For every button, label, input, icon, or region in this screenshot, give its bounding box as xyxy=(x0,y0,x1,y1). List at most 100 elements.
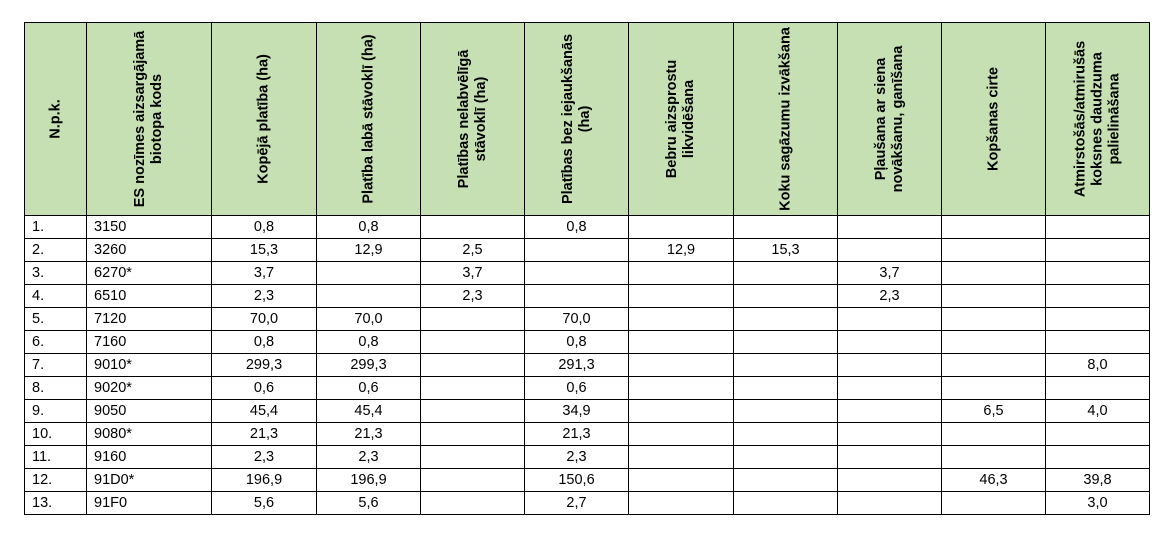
header-label: Pļaušana ar siena novākšanu, ganīšana xyxy=(872,45,906,193)
value-cell: 5,6 xyxy=(316,491,421,515)
value-cell xyxy=(1045,422,1150,446)
biotope-code-cell: 3150 xyxy=(86,215,212,239)
value-cell xyxy=(733,330,838,354)
row-number-cell: 3. xyxy=(24,261,87,285)
row-number-cell: 10. xyxy=(24,422,87,446)
value-cell: 2,3 xyxy=(420,284,525,308)
value-cell xyxy=(628,468,734,492)
header-cell: Kopšanas cirte xyxy=(941,22,1046,216)
biotope-code-cell: 9050 xyxy=(86,399,212,423)
value-cell xyxy=(628,215,734,239)
header-label: Kopšanas cirte xyxy=(985,67,1001,171)
value-cell: 291,3 xyxy=(524,353,629,377)
value-cell: 2,3 xyxy=(524,445,629,469)
value-cell xyxy=(1045,261,1150,285)
value-cell: 21,3 xyxy=(316,422,421,446)
value-cell: 45,4 xyxy=(316,399,421,423)
value-cell: 3,7 xyxy=(211,261,317,285)
row-number-cell: 11. xyxy=(24,445,87,469)
value-cell xyxy=(941,215,1046,239)
row-number-cell: 12. xyxy=(24,468,87,492)
value-cell: 0,8 xyxy=(211,330,317,354)
row-number-cell: 4. xyxy=(24,284,87,308)
biotope-code-cell: 9020* xyxy=(86,376,212,400)
table-row: 6. 7160 0,8 0,8 0,8 xyxy=(24,330,1150,354)
value-cell: 34,9 xyxy=(524,399,629,423)
table-row: 9. 9050 45,4 45,4 34,9 6,5 4,0 xyxy=(24,399,1150,423)
header-label: Platības bez iejaukšanās (ha) xyxy=(559,33,593,205)
value-cell: 0,8 xyxy=(524,330,629,354)
header-cell: Pļaušana ar siena novākšanu, ganīšana xyxy=(837,22,942,216)
table-wrapper: N.p.k. ES nozīmes aizsargājamā biotopa k… xyxy=(24,22,1150,515)
value-cell xyxy=(941,284,1046,308)
value-cell: 2,3 xyxy=(211,445,317,469)
header-label: Platības nelabvēlīgā stāvoklī (ha) xyxy=(455,49,489,189)
value-cell xyxy=(837,215,942,239)
table-row: 13. 91F0 5,6 5,6 2,7 3,0 xyxy=(24,491,1150,515)
value-cell: 45,4 xyxy=(211,399,317,423)
value-cell xyxy=(628,330,734,354)
table-row: 7. 9010* 299,3 299,3 291,3 8,0 xyxy=(24,353,1150,377)
value-cell xyxy=(837,399,942,423)
value-cell xyxy=(524,261,629,285)
value-cell: 0,8 xyxy=(316,215,421,239)
value-cell xyxy=(1045,445,1150,469)
header-cell: Atmirstošās/atmirušās koksnes daudzuma p… xyxy=(1045,22,1150,216)
value-cell xyxy=(941,307,1046,331)
value-cell xyxy=(524,284,629,308)
biotope-code-cell: 9080* xyxy=(86,422,212,446)
value-cell: 70,0 xyxy=(316,307,421,331)
biotope-code-cell: 7120 xyxy=(86,307,212,331)
value-cell: 8,0 xyxy=(1045,353,1150,377)
value-cell xyxy=(941,238,1046,262)
value-cell: 196,9 xyxy=(211,468,317,492)
value-cell xyxy=(420,307,525,331)
value-cell: 299,3 xyxy=(211,353,317,377)
value-cell: 2,3 xyxy=(316,445,421,469)
header-label: Platība labā stāvoklī (ha) xyxy=(360,34,376,204)
value-cell: 4,0 xyxy=(1045,399,1150,423)
header-label: Bebru aizsprostu likvidēšana xyxy=(664,59,697,179)
value-cell xyxy=(316,284,421,308)
value-cell xyxy=(733,491,838,515)
value-cell: 6,5 xyxy=(941,399,1046,423)
value-cell xyxy=(733,422,838,446)
value-cell: 21,3 xyxy=(524,422,629,446)
value-cell xyxy=(733,284,838,308)
value-cell xyxy=(941,445,1046,469)
value-cell: 0,8 xyxy=(211,215,317,239)
biotope-code-cell: 91F0 xyxy=(86,491,212,515)
value-cell xyxy=(628,307,734,331)
value-cell xyxy=(420,422,525,446)
value-cell: 0,8 xyxy=(524,215,629,239)
value-cell xyxy=(733,215,838,239)
value-cell: 299,3 xyxy=(316,353,421,377)
value-cell xyxy=(628,261,734,285)
value-cell xyxy=(524,238,629,262)
row-number-cell: 8. xyxy=(24,376,87,400)
value-cell: 2,5 xyxy=(420,238,525,262)
row-number-cell: 13. xyxy=(24,491,87,515)
row-number-cell: 1. xyxy=(24,215,87,239)
value-cell: 15,3 xyxy=(211,238,317,262)
value-cell xyxy=(837,422,942,446)
value-cell xyxy=(420,376,525,400)
value-cell xyxy=(837,353,942,377)
table-body: 1. 3150 0,8 0,8 0,8 2. 3260 15,3 12,9 2,5 12,9 15,3… xyxy=(24,215,1150,515)
header-label: Kopējā platība (ha) xyxy=(255,54,272,184)
biotope-code-cell: 6510 xyxy=(86,284,212,308)
biotope-code-cell: 6270* xyxy=(86,261,212,285)
table-row: 11. 9160 2,3 2,3 2,3 xyxy=(24,445,1150,469)
value-cell xyxy=(837,491,942,515)
value-cell xyxy=(420,491,525,515)
value-cell xyxy=(733,261,838,285)
table-row: 1. 3150 0,8 0,8 0,8 xyxy=(24,215,1150,239)
header-label: Koku sagāzumu izvākšana xyxy=(777,27,793,211)
value-cell xyxy=(628,445,734,469)
value-cell xyxy=(420,468,525,492)
value-cell xyxy=(837,330,942,354)
value-cell xyxy=(420,215,525,239)
value-cell xyxy=(628,491,734,515)
row-number-cell: 7. xyxy=(24,353,87,377)
value-cell xyxy=(837,307,942,331)
